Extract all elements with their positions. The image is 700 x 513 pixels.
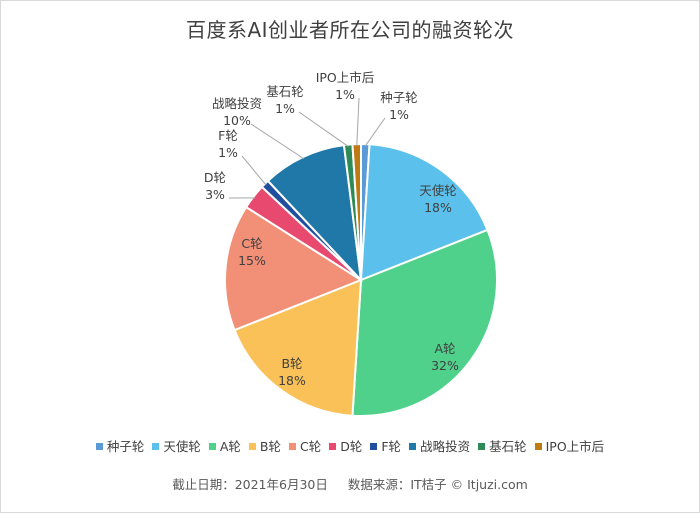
legend-label: F轮 bbox=[381, 439, 402, 454]
legend-swatch bbox=[95, 443, 103, 450]
legend-swatch bbox=[248, 443, 256, 450]
slice-category-label-9: 基石轮 bbox=[266, 84, 304, 99]
legend-label: 天使轮 bbox=[163, 439, 201, 454]
leader-line-7 bbox=[241, 155, 267, 186]
slice-percent-label-1: 1% bbox=[389, 107, 409, 122]
legend-label: C轮 bbox=[299, 439, 322, 454]
slice-category-label-8: 战略投资 bbox=[212, 96, 262, 111]
pie-slice-8 bbox=[266, 143, 363, 283]
pie-slice-3 bbox=[351, 228, 498, 417]
legend-label: 种子轮 bbox=[106, 439, 145, 454]
legend-item-5: C轮 bbox=[288, 436, 322, 455]
leader-line-8 bbox=[250, 123, 305, 160]
legend-label: IPO上市后 bbox=[545, 439, 605, 454]
legend-swatch bbox=[370, 443, 378, 450]
pie-slice-2 bbox=[359, 143, 489, 282]
legend-swatch bbox=[152, 443, 160, 450]
slice-percent-label-9: 1% bbox=[275, 101, 295, 116]
legend-item-4: B轮 bbox=[248, 436, 281, 455]
leader-line-9 bbox=[298, 111, 349, 148]
slice-percent-label-2: 18% bbox=[424, 200, 452, 215]
legend-item-8: 战略投资 bbox=[409, 436, 470, 455]
slice-percent-label-6: 3% bbox=[205, 187, 225, 202]
legend-label: 战略投资 bbox=[420, 439, 471, 454]
slice-percent-label-5: 15% bbox=[238, 253, 266, 268]
legend-swatch bbox=[208, 443, 216, 450]
pie-slice-4 bbox=[233, 278, 363, 417]
legend-item-3: A轮 bbox=[208, 436, 241, 455]
chart-title: 百度系AI创业者所在公司的融资轮次 bbox=[185, 18, 515, 42]
legend-item-10: IPO上市后 bbox=[534, 436, 605, 455]
slice-category-label-1: 种子轮 bbox=[380, 90, 418, 105]
leader-line-1 bbox=[364, 117, 386, 147]
pie-slice-5 bbox=[224, 205, 364, 332]
legend-swatch bbox=[534, 443, 542, 450]
slice-percent-label-8: 10% bbox=[223, 113, 251, 128]
legend-label: D轮 bbox=[340, 439, 363, 454]
data-source: 数据来源：IT桔子 © Itjuzi.com bbox=[347, 477, 528, 492]
legend-label: 基石轮 bbox=[489, 439, 527, 454]
footnote: 截止日期：2021年6月30日 数据来源：IT桔子 © Itjuzi.com bbox=[0, 474, 700, 493]
slice-percent-label-7: 1% bbox=[218, 145, 238, 160]
legend-item-7: F轮 bbox=[370, 436, 401, 455]
legend-swatch bbox=[478, 443, 486, 450]
slice-percent-label-3: 32% bbox=[431, 358, 459, 373]
slice-category-label-4: B轮 bbox=[281, 356, 302, 371]
slice-category-label-3: A轮 bbox=[434, 341, 455, 356]
slice-percent-label-4: 18% bbox=[278, 373, 306, 388]
legend-swatch bbox=[329, 443, 337, 450]
legend-swatch bbox=[409, 443, 417, 450]
legend-item-2: 天使轮 bbox=[152, 436, 201, 455]
slice-category-label-7: F轮 bbox=[218, 128, 238, 143]
legend-item-9: 基石轮 bbox=[478, 436, 527, 455]
slice-category-label-2: 天使轮 bbox=[419, 183, 457, 198]
legend-swatch bbox=[288, 443, 296, 450]
slice-percent-label-10: 1% bbox=[335, 87, 355, 102]
slice-category-label-10: IPO上市后 bbox=[316, 70, 375, 85]
legend-label: B轮 bbox=[259, 439, 281, 454]
legend-item-1: 种子轮 bbox=[95, 436, 145, 455]
leader-line-10 bbox=[356, 97, 360, 147]
chart-legend: 种子轮 天使轮 A轮 B轮 C轮 D轮 F轮 战略投资 基石轮 IPO上市后 bbox=[0, 436, 700, 455]
slice-category-label-6: D轮 bbox=[204, 170, 226, 185]
slice-category-label-5: C轮 bbox=[241, 236, 262, 251]
legend-label: A轮 bbox=[219, 439, 241, 454]
cutoff-date: 截止日期：2021年6月30日 bbox=[172, 477, 328, 492]
legend-item-6: D轮 bbox=[329, 436, 362, 455]
